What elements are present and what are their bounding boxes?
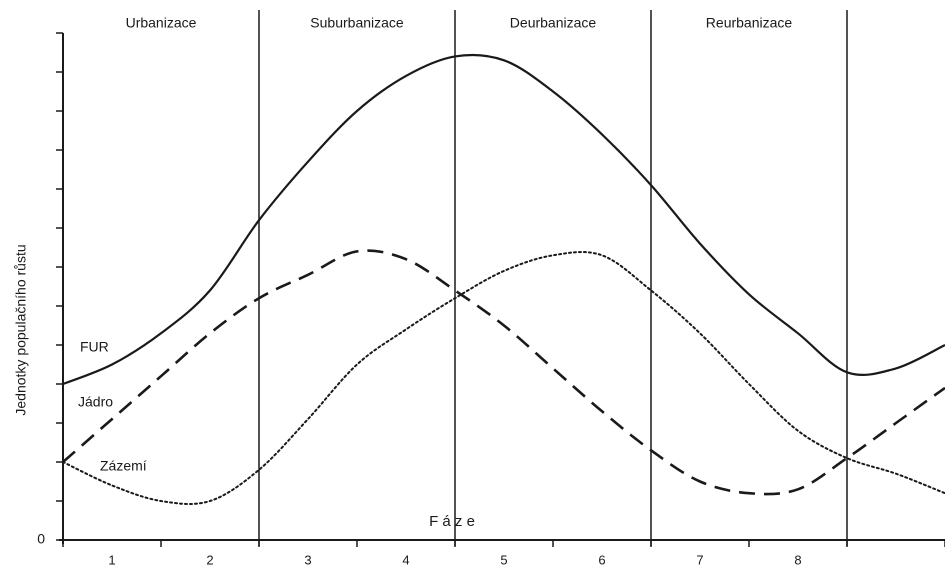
series-label: Zázemí bbox=[100, 458, 147, 474]
phase-label: Deurbanizace bbox=[510, 15, 597, 31]
x-axis-label: F á z e bbox=[429, 513, 475, 530]
y-axis-label: Jednotky populačního růstu bbox=[13, 244, 29, 415]
x-tick-label: 7 bbox=[696, 552, 703, 567]
series-label: Jádro bbox=[78, 394, 113, 410]
x-tick-label: 6 bbox=[598, 552, 605, 567]
series-line bbox=[62, 53, 945, 386]
phase-label: Reurbanizace bbox=[706, 15, 793, 31]
x-tick-label: 4 bbox=[402, 552, 409, 567]
series-label: FUR bbox=[80, 339, 109, 355]
x-tick-label: 8 bbox=[794, 552, 801, 567]
x-tick-label: 1 bbox=[108, 552, 115, 567]
phase-label: Suburbanizace bbox=[310, 15, 404, 31]
series-line bbox=[62, 251, 945, 505]
x-tick-label: 5 bbox=[500, 552, 507, 567]
x-tick-label: 3 bbox=[304, 552, 311, 567]
x-tick-label: 2 bbox=[206, 552, 213, 567]
y-tick-label: 0 bbox=[37, 531, 45, 547]
series-line bbox=[62, 249, 945, 496]
phase-label: Urbanizace bbox=[126, 15, 197, 31]
